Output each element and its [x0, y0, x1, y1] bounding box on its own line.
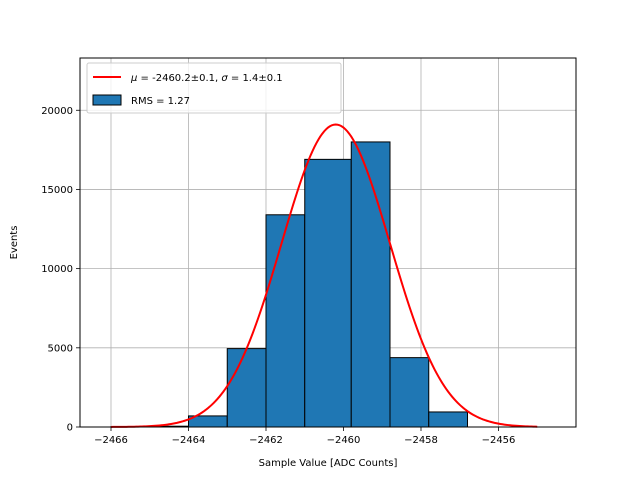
plot-frame — [79, 57, 577, 428]
histogram-bar — [389, 357, 430, 428]
x-tick-label: −2458 — [404, 435, 438, 446]
axis-ticks: −2466 −2464 −2462 −2460 −2458 −2456 0 5000 10000… — [41, 106, 515, 446]
x-tick-label: −2462 — [249, 435, 283, 446]
legend-mu-symbol: μ = — [130, 73, 152, 84]
legend-box — [86, 62, 342, 114]
legend-sigma-symbol: σ = — [221, 73, 242, 84]
histogram-bar — [428, 411, 468, 428]
x-tick-label: −2460 — [327, 435, 361, 446]
histogram-bar — [304, 158, 352, 428]
legend-fit-label: μ = -2460.2±0.1, σ = 1.4±0.1 — [130, 73, 283, 84]
legend-sigma-value: 1.4±0.1 — [242, 73, 282, 84]
x-tick-label: −2464 — [172, 435, 206, 446]
y-tick-label: 15000 — [41, 185, 73, 196]
legend-rms-label: RMS = 1.27 — [131, 96, 190, 107]
legend-histogram-swatch — [92, 94, 122, 106]
y-axis-label: Events — [9, 226, 20, 260]
x-tick-label: −2466 — [94, 435, 128, 446]
histogram-bar — [226, 348, 267, 428]
histogram-bar — [350, 141, 391, 428]
y-tick-label: 10000 — [41, 264, 73, 275]
histogram-bar — [265, 214, 306, 428]
gaussian-fit — [110, 123, 538, 428]
legend: μ = -2460.2±0.1, σ = 1.4±0.1 RMS = 1.27 — [86, 62, 342, 114]
y-tick-label: 20000 — [41, 106, 73, 117]
x-tick-label: −2456 — [482, 435, 516, 446]
gaussian-fit-curve — [110, 123, 538, 428]
y-tick-label: 0 — [67, 423, 73, 434]
legend-mu-value: -2460.2±0.1, — [152, 73, 221, 84]
y-tick-label: 5000 — [48, 343, 73, 354]
x-axis-label: Sample Value [ADC Counts] — [259, 458, 398, 469]
